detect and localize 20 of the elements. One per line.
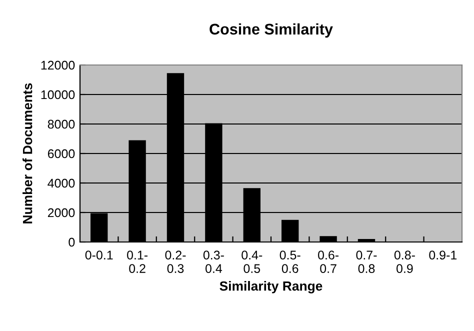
x-tick-label: 0.3- 0.4 — [203, 250, 224, 273]
y-tick-label: 4000 — [48, 178, 75, 188]
x-tick-label: 0.1- 0.2 — [127, 250, 148, 273]
y-tick-label: 0 — [68, 238, 75, 247]
x-axis-title: Similarity Range — [220, 281, 322, 294]
y-tick-label: 6000 — [48, 149, 75, 158]
chart-title: Cosine Similarity — [210, 23, 333, 38]
x-tick-label: 0.5- 0.6 — [280, 250, 300, 273]
x-tick-label: 0.7- 0.8 — [356, 250, 377, 273]
x-tick-label: 0.8- 0.9 — [394, 250, 415, 273]
y-tick-label: 12000 — [41, 60, 75, 70]
y-tick-label: 10000 — [41, 90, 75, 100]
y-tick-label: 8000 — [48, 120, 75, 129]
y-tick-label: 2000 — [48, 208, 75, 218]
x-tick-label: 0.2- 0.3 — [165, 250, 186, 273]
x-tick-label: 0.6- 0.7 — [318, 250, 339, 273]
x-tick-label: 0.4- 0.5 — [242, 250, 262, 273]
x-tick-label: 0.9-1 — [429, 250, 457, 260]
x-tick-label: 0-0.1 — [85, 250, 113, 260]
y-axis-title: Number of Documents — [22, 83, 32, 224]
